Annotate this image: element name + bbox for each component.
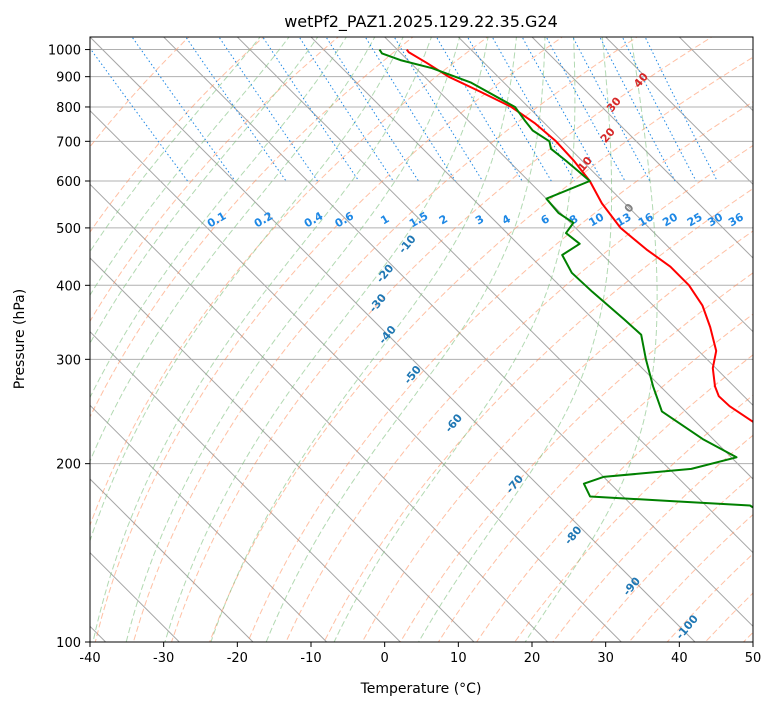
y-tick-label: 200	[56, 458, 81, 473]
x-tick-label: -30	[153, 651, 174, 666]
x-tick-label: -10	[300, 651, 321, 666]
x-tick-label: 50	[745, 651, 762, 666]
y-tick-label: 500	[56, 222, 81, 237]
y-tick-label: 400	[56, 279, 81, 294]
x-tick-label: -20	[227, 651, 248, 666]
y-tick-label: 800	[56, 101, 81, 116]
y-tick-label: 900	[56, 71, 81, 86]
x-tick-label: 20	[524, 651, 541, 666]
x-tick-label: 40	[671, 651, 688, 666]
chart-title: wetPf2_PAZ1.2025.129.22.35.G24	[284, 12, 558, 32]
x-axis-label: Temperature (°C)	[360, 681, 482, 697]
x-tick-label: 30	[597, 651, 614, 666]
y-tick-label: 600	[56, 175, 81, 190]
x-tick-label: 0	[381, 651, 389, 666]
x-tick-label: 10	[450, 651, 467, 666]
y-tick-label: 1000	[48, 44, 81, 59]
x-tick-label: -40	[79, 651, 100, 666]
y-tick-label: 100	[56, 636, 81, 651]
y-tick-label: 300	[56, 353, 81, 368]
y-axis-label: Pressure (hPa)	[12, 289, 28, 389]
y-tick-label: 700	[56, 135, 81, 150]
